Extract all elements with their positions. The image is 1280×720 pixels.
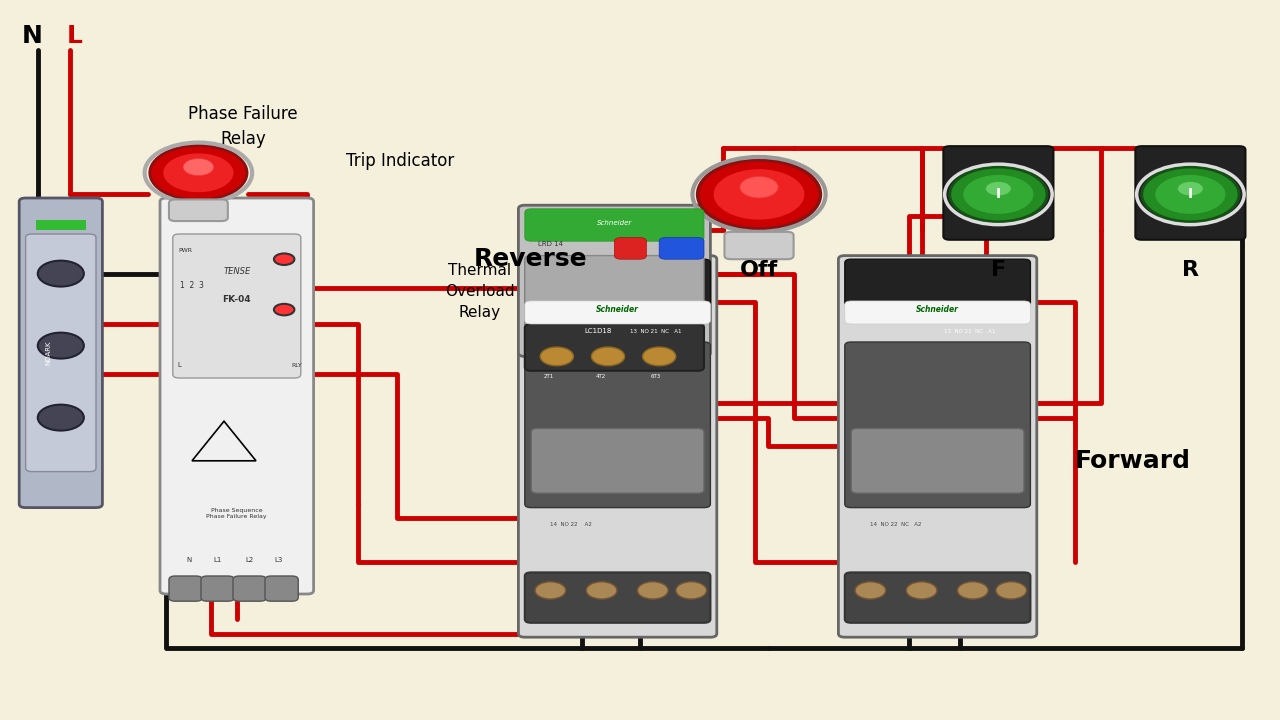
Text: RLY: RLY [292, 363, 302, 368]
Text: LC1D18: LC1D18 [585, 328, 612, 333]
Text: TENSE: TENSE [223, 266, 251, 276]
Text: 13  NO 21  NC   A1: 13 NO 21 NC A1 [943, 328, 996, 333]
Circle shape [713, 168, 805, 220]
Text: Schneider: Schneider [596, 305, 639, 314]
Text: Trip Indicator: Trip Indicator [346, 152, 454, 170]
Circle shape [540, 347, 573, 366]
Circle shape [535, 582, 566, 599]
Text: F: F [991, 260, 1006, 280]
Circle shape [38, 333, 84, 359]
FancyBboxPatch shape [233, 576, 266, 601]
FancyBboxPatch shape [531, 428, 704, 493]
Text: L: L [177, 362, 182, 368]
FancyBboxPatch shape [845, 259, 1030, 306]
Circle shape [906, 582, 937, 599]
FancyBboxPatch shape [845, 301, 1030, 324]
FancyBboxPatch shape [26, 234, 96, 472]
Circle shape [1155, 174, 1226, 215]
Text: Off: Off [740, 260, 778, 280]
FancyBboxPatch shape [19, 198, 102, 508]
FancyBboxPatch shape [614, 238, 646, 259]
FancyBboxPatch shape [838, 256, 1037, 637]
Text: N: N [187, 557, 192, 562]
FancyBboxPatch shape [525, 256, 704, 335]
Circle shape [150, 145, 247, 200]
FancyBboxPatch shape [201, 576, 234, 601]
Text: PWR: PWR [178, 248, 192, 253]
Text: L1: L1 [214, 557, 221, 562]
FancyBboxPatch shape [525, 259, 710, 306]
Text: 14  NO 22    A2: 14 NO 22 A2 [550, 521, 593, 526]
Circle shape [963, 174, 1034, 215]
Circle shape [986, 181, 1011, 196]
FancyBboxPatch shape [851, 428, 1024, 493]
Text: Phase Failure
Relay: Phase Failure Relay [188, 105, 298, 148]
FancyBboxPatch shape [173, 234, 301, 378]
FancyBboxPatch shape [525, 301, 710, 324]
Text: N: N [22, 24, 42, 48]
Circle shape [637, 582, 668, 599]
Circle shape [698, 160, 820, 229]
FancyBboxPatch shape [525, 572, 710, 623]
Circle shape [591, 347, 625, 366]
FancyBboxPatch shape [659, 238, 704, 259]
Text: NOARK: NOARK [45, 341, 51, 365]
Circle shape [183, 158, 214, 176]
FancyBboxPatch shape [724, 232, 794, 259]
FancyBboxPatch shape [265, 576, 298, 601]
Circle shape [740, 176, 778, 198]
Text: LRD 14: LRD 14 [538, 241, 563, 247]
Circle shape [1142, 167, 1239, 222]
FancyBboxPatch shape [525, 342, 710, 508]
FancyBboxPatch shape [943, 146, 1053, 240]
Text: L: L [67, 24, 82, 48]
Text: Reverse: Reverse [474, 248, 588, 271]
Circle shape [950, 167, 1047, 222]
FancyBboxPatch shape [525, 324, 704, 371]
Text: 4T2: 4T2 [595, 374, 605, 379]
Circle shape [586, 582, 617, 599]
FancyBboxPatch shape [518, 205, 710, 356]
Circle shape [38, 261, 84, 287]
Circle shape [643, 347, 676, 366]
Text: L3: L3 [275, 557, 283, 562]
Circle shape [957, 582, 988, 599]
FancyBboxPatch shape [169, 576, 202, 601]
Bar [36, 220, 86, 230]
Text: 2T1: 2T1 [544, 374, 554, 379]
Text: 14  NO 22  NC   A2: 14 NO 22 NC A2 [870, 521, 922, 526]
FancyBboxPatch shape [525, 209, 704, 241]
Text: Schneider: Schneider [596, 220, 632, 225]
Circle shape [38, 405, 84, 431]
Text: Phase Sequence
Phase Failure Relay: Phase Sequence Phase Failure Relay [206, 508, 268, 519]
Text: Thermal
Overload
Relay: Thermal Overload Relay [445, 263, 515, 320]
Text: I: I [996, 187, 1001, 202]
Circle shape [855, 582, 886, 599]
Text: Forward: Forward [1075, 449, 1192, 473]
Circle shape [676, 582, 707, 599]
Circle shape [274, 253, 294, 265]
Text: 13  NO 21  NC   A1: 13 NO 21 NC A1 [630, 328, 682, 333]
FancyBboxPatch shape [845, 572, 1030, 623]
FancyBboxPatch shape [1135, 146, 1245, 240]
Circle shape [163, 153, 234, 193]
Text: FK-04: FK-04 [223, 295, 251, 305]
Circle shape [1178, 181, 1203, 196]
Text: L2: L2 [246, 557, 253, 562]
Circle shape [996, 582, 1027, 599]
FancyBboxPatch shape [169, 199, 228, 221]
Text: R: R [1181, 260, 1199, 280]
Circle shape [274, 304, 294, 315]
Text: 1  2  3: 1 2 3 [180, 281, 204, 290]
Text: I: I [1188, 187, 1193, 202]
FancyBboxPatch shape [160, 198, 314, 594]
FancyBboxPatch shape [518, 256, 717, 637]
FancyBboxPatch shape [845, 342, 1030, 508]
Text: 6T3: 6T3 [650, 374, 660, 379]
Text: Schneider: Schneider [916, 305, 959, 314]
